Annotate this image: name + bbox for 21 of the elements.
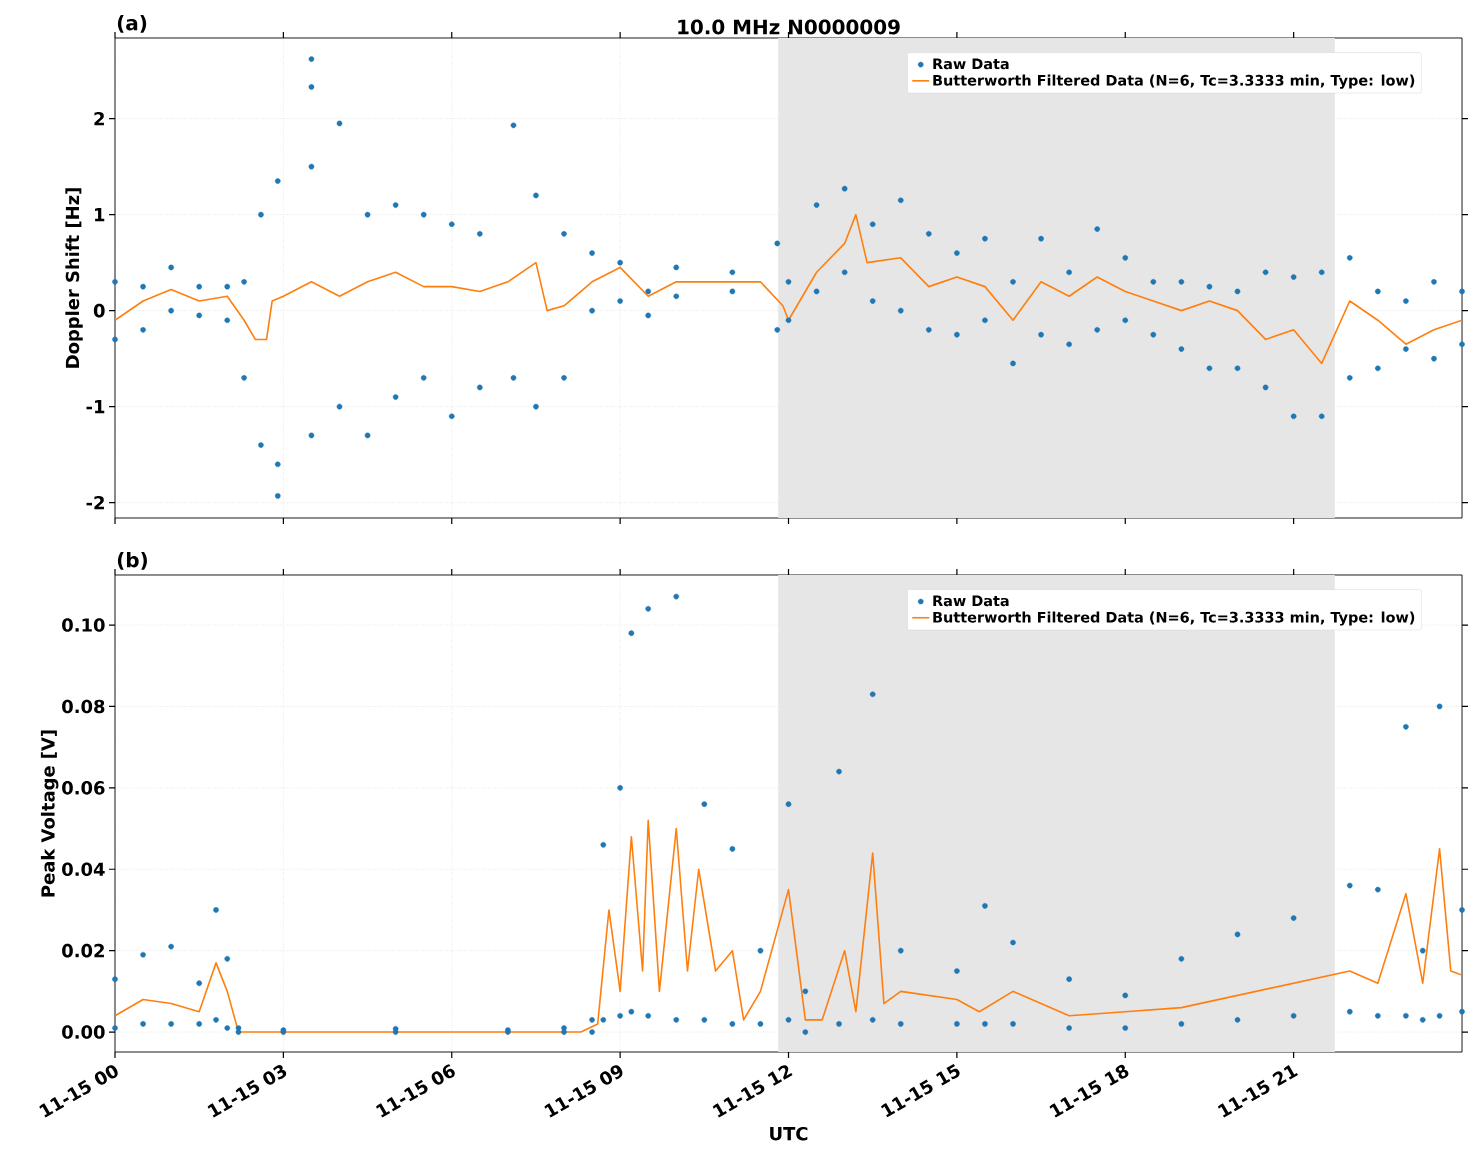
- y-tick-label: 0.02: [62, 943, 104, 958]
- y-tick-label: 0: [93, 303, 105, 318]
- y-tick-label: 0.08: [62, 699, 105, 714]
- y-tick-label: 0.06: [62, 781, 105, 795]
- y-tick-label: 2: [94, 111, 104, 126]
- legend-label: Raw Data: [933, 58, 1009, 70]
- text: (b): [117, 552, 147, 570]
- text: (a): [117, 15, 147, 33]
- y-axis-title: Peak Voltage [V]: [40, 730, 59, 897]
- legend-label: Butterworth Filtered Data (N=6, Tc=3.3333 min, Type: low): [933, 74, 1415, 89]
- legend-label: Butterworth Filtered Data (N=6, Tc=3.3333 min, Type: low): [933, 611, 1415, 626]
- y-tick-label: 1: [95, 208, 105, 222]
- y-tick-label: 0.04: [62, 862, 105, 877]
- chart-title: 10.0 MHz N0000009: [678, 19, 900, 35]
- y-tick-label: -2: [86, 495, 104, 510]
- y-tick-label: 0.10: [62, 618, 105, 632]
- y-tick-label: -1: [86, 400, 105, 414]
- y-axis-title: Doppler Shift [Hz]: [65, 188, 83, 368]
- legend-label: Raw Data: [933, 595, 1009, 607]
- y-tick-label: 0.00: [62, 1025, 105, 1039]
- x-axis-title: UTC: [770, 1126, 808, 1141]
